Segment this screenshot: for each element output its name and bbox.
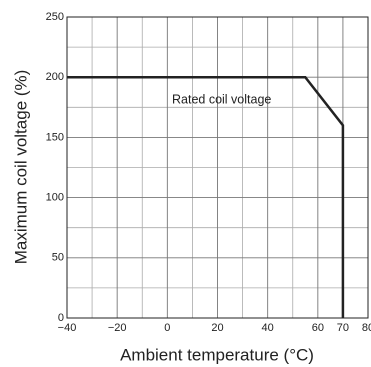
x-tick-label: −20 xyxy=(108,322,127,334)
y-tick-label: 50 xyxy=(52,252,64,264)
x-tick-label: −40 xyxy=(58,322,77,334)
x-tick-label: 0 xyxy=(164,322,170,334)
x-axis-label: Ambient temperature (°C) xyxy=(120,345,314,364)
x-tick-label: 40 xyxy=(262,322,274,334)
annotation: Rated coil voltage xyxy=(172,92,271,106)
x-tick-label: 20 xyxy=(211,322,223,334)
y-axis-label: Maximum coil voltage (%) xyxy=(11,70,30,265)
x-tick-label: 70 xyxy=(337,322,349,334)
y-tick-label: 200 xyxy=(46,71,64,83)
y-tick-label: 150 xyxy=(46,131,64,143)
y-tick-label: 0 xyxy=(58,312,64,324)
y-tick-label: 250 xyxy=(46,11,64,23)
plot-frame xyxy=(66,16,369,319)
y-tick-label: 100 xyxy=(46,192,64,204)
x-tick-label: 60 xyxy=(312,322,324,334)
x-tick-label: 80 xyxy=(362,322,371,334)
data-line xyxy=(67,75,345,318)
